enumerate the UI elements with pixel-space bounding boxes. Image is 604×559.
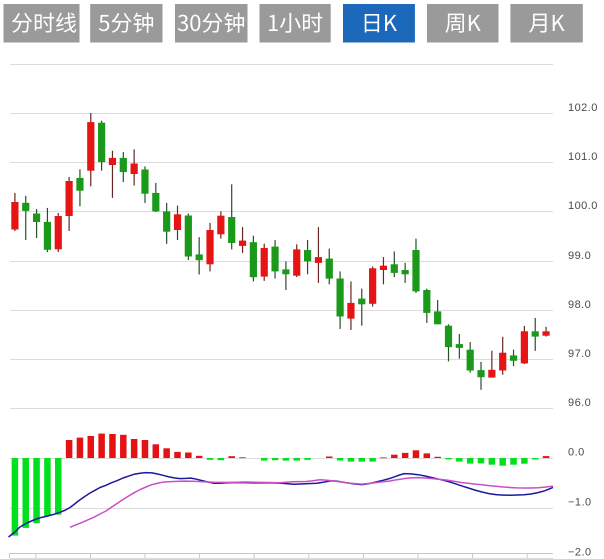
svg-text:102.0: 102.0 [568,102,598,114]
svg-text:−2.0: −2.0 [568,547,592,559]
svg-text:100.0: 100.0 [568,200,598,212]
svg-text:96.0: 96.0 [568,397,591,409]
svg-text:97.0: 97.0 [568,348,591,360]
svg-text:−1.0: −1.0 [568,497,592,509]
svg-text:98.0: 98.0 [568,299,591,311]
svg-text:0.0: 0.0 [568,447,585,459]
svg-text:99.0: 99.0 [568,250,591,262]
svg-text:101.0: 101.0 [568,151,598,163]
